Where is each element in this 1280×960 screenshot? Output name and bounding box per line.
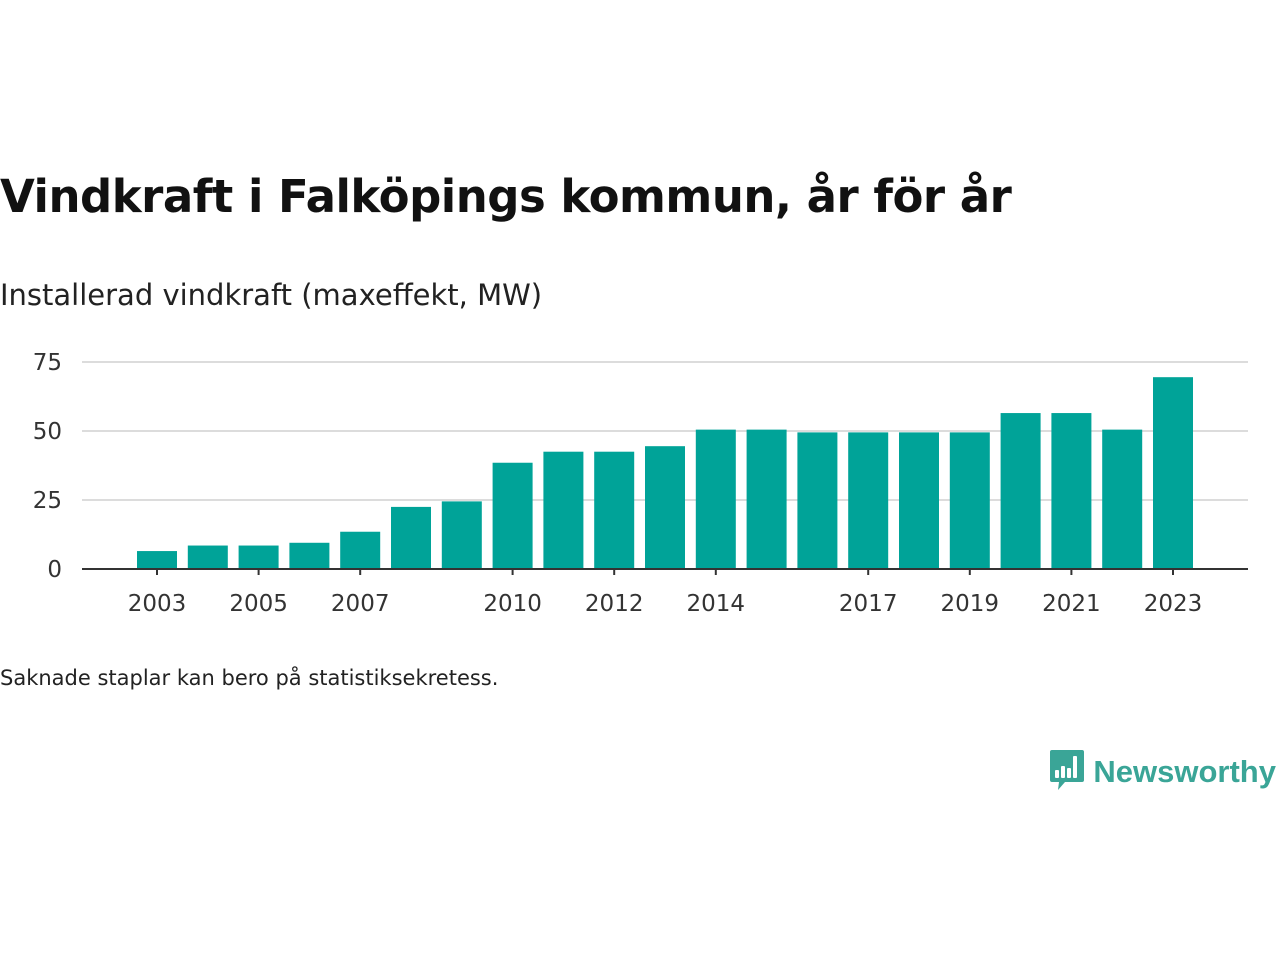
- x-tick-label: 2023: [1144, 591, 1203, 617]
- bar-2021: [1051, 413, 1092, 569]
- bar-2011: [543, 451, 584, 569]
- bar-2022: [1102, 429, 1143, 569]
- bar-2023: [1153, 377, 1193, 569]
- bar-2005: [238, 545, 279, 569]
- bar-2013: [645, 446, 685, 569]
- x-tick-label: 2017: [839, 591, 898, 617]
- y-tick-label: 75: [33, 350, 62, 376]
- bar-2017: [848, 432, 889, 569]
- brand-name: Newsworthy: [1093, 754, 1276, 789]
- x-tick-label: 2014: [687, 591, 746, 617]
- x-tick-label: 2003: [128, 591, 187, 617]
- y-tick-label: 0: [47, 557, 62, 583]
- bar-2020: [1000, 413, 1041, 569]
- x-tick-label: 2019: [941, 591, 1000, 617]
- x-tick-label: 2021: [1042, 591, 1101, 617]
- bar-2008: [391, 506, 431, 569]
- x-tick-label: 2005: [229, 591, 288, 617]
- footnote: Saknade staplar kan bero på statistiksek…: [0, 666, 499, 690]
- bar-2016: [797, 432, 838, 569]
- x-tick-label: 2010: [483, 591, 542, 617]
- x-tick-label: 2012: [585, 591, 644, 617]
- chart-title: Vindkraft i Falköpings kommun, år för år: [0, 170, 1012, 223]
- bar-2012: [594, 451, 635, 569]
- x-tick-label: 2007: [331, 591, 390, 617]
- bar-2010: [492, 462, 533, 569]
- bar-2014: [695, 429, 736, 569]
- axes: 0 25 50 75 2003 2005 2007 2010 2012 2014 2017 2019 2…: [33, 350, 1248, 617]
- y-tick-label: 25: [33, 488, 62, 514]
- bar-2015: [746, 429, 787, 569]
- bar-chart-speech-bubble-icon: [1049, 748, 1085, 796]
- bar-chart: 0 25 50 75 2003 2005 2007 2010 2012 2014 2017 2019 2…: [33, 350, 1248, 617]
- bar-2003: [137, 551, 177, 569]
- chart-subtitle: Installerad vindkraft (maxeffekt, MW): [0, 278, 543, 312]
- y-tick-label: 50: [33, 419, 62, 445]
- bar-2009: [441, 501, 482, 569]
- bar-2004: [187, 545, 228, 569]
- bars: [137, 377, 1193, 569]
- bar-2019: [949, 432, 990, 569]
- bar-2018: [899, 432, 939, 569]
- bar-2006: [289, 542, 330, 569]
- bar-2007: [340, 531, 381, 569]
- newsworthy-logo: Newsworthy: [1049, 748, 1276, 796]
